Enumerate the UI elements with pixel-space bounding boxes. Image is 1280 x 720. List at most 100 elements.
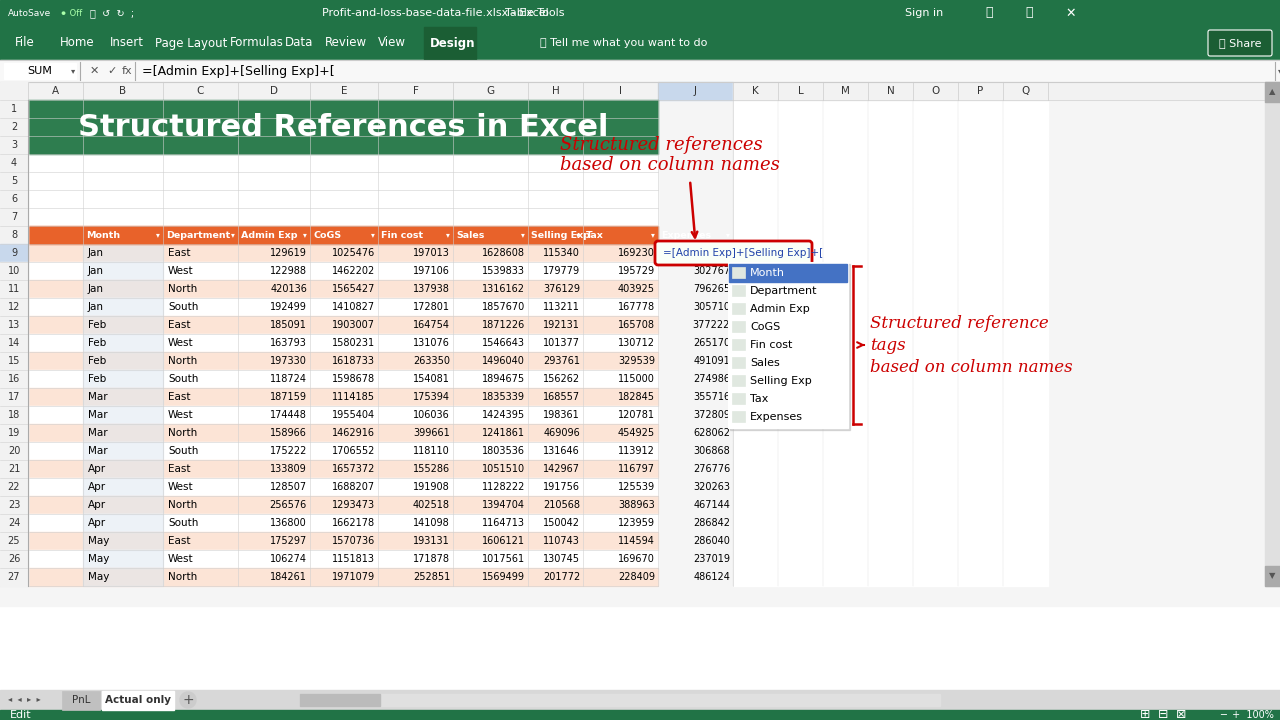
Bar: [913, 568, 957, 586]
Bar: [913, 100, 957, 118]
Bar: [83, 532, 163, 550]
Text: 1835339: 1835339: [483, 392, 525, 402]
Text: Selling Exp: Selling Exp: [531, 230, 590, 240]
Text: 21: 21: [8, 464, 20, 474]
Text: ▾: ▾: [303, 230, 307, 240]
Text: Insert: Insert: [110, 37, 143, 50]
Text: Mar: Mar: [88, 410, 108, 420]
Bar: [913, 82, 957, 100]
Text: 302767: 302767: [692, 266, 730, 276]
Bar: [1004, 208, 1048, 226]
Bar: [28, 190, 658, 208]
Bar: [913, 514, 957, 532]
Text: Apr: Apr: [88, 482, 106, 492]
Bar: [778, 82, 823, 100]
Text: Mar: Mar: [88, 392, 108, 402]
Bar: [823, 496, 868, 514]
Text: South: South: [168, 518, 198, 528]
Text: 187159: 187159: [270, 392, 307, 402]
Text: 1857670: 1857670: [481, 302, 525, 312]
Bar: [778, 262, 823, 280]
Text: Feb: Feb: [88, 356, 106, 366]
Text: 1688207: 1688207: [332, 482, 375, 492]
Bar: [0, 82, 28, 100]
Bar: [1004, 316, 1048, 334]
Text: 197013: 197013: [413, 248, 451, 258]
Text: 293761: 293761: [543, 356, 580, 366]
Text: =[Admin Exp]+[Selling Exp]+[: =[Admin Exp]+[Selling Exp]+[: [663, 248, 823, 258]
Bar: [732, 375, 745, 386]
Bar: [300, 694, 940, 706]
Text: J: J: [694, 86, 698, 96]
Text: 1017561: 1017561: [481, 554, 525, 564]
Bar: [28, 154, 658, 172]
Bar: [957, 514, 1004, 532]
Text: SUM: SUM: [28, 66, 52, 76]
Text: ▾: ▾: [1277, 66, 1280, 76]
Text: 172801: 172801: [413, 302, 451, 312]
Text: 469096: 469096: [543, 428, 580, 438]
Bar: [0, 406, 28, 424]
Text: 256576: 256576: [270, 500, 307, 510]
Bar: [582, 82, 658, 100]
Text: 237019: 237019: [692, 554, 730, 564]
Bar: [83, 424, 163, 442]
Bar: [83, 298, 163, 316]
Text: 192131: 192131: [543, 320, 580, 330]
Text: ▾: ▾: [230, 230, 234, 240]
Text: West: West: [168, 482, 193, 492]
Bar: [823, 514, 868, 532]
Bar: [0, 100, 1280, 606]
Text: 228409: 228409: [618, 572, 655, 582]
Bar: [657, 243, 812, 263]
Text: 10: 10: [8, 266, 20, 276]
Text: Mar: Mar: [88, 446, 108, 456]
Text: 3: 3: [12, 140, 17, 150]
Text: ▾: ▾: [726, 230, 730, 240]
Bar: [83, 496, 163, 514]
Bar: [868, 262, 913, 280]
Bar: [913, 478, 957, 496]
Text: West: West: [168, 554, 193, 564]
Text: 355716: 355716: [692, 392, 730, 402]
Text: 114594: 114594: [618, 536, 655, 546]
Bar: [823, 406, 868, 424]
Bar: [0, 26, 1280, 60]
Bar: [868, 280, 913, 298]
Bar: [823, 532, 868, 550]
Bar: [778, 244, 823, 262]
Bar: [913, 136, 957, 154]
Bar: [868, 100, 913, 118]
Bar: [1004, 442, 1048, 460]
Text: ✕: ✕: [90, 66, 100, 76]
Text: O: O: [932, 86, 940, 96]
Text: Structured reference: Structured reference: [870, 315, 1048, 331]
Bar: [83, 316, 163, 334]
Bar: [1004, 406, 1048, 424]
Bar: [778, 280, 823, 298]
Text: 115000: 115000: [618, 374, 655, 384]
Bar: [868, 334, 913, 352]
Bar: [957, 316, 1004, 334]
Bar: [733, 550, 778, 568]
Bar: [913, 550, 957, 568]
Text: Sign in: Sign in: [905, 8, 943, 18]
Text: 120781: 120781: [618, 410, 655, 420]
Bar: [28, 208, 658, 226]
Bar: [868, 496, 913, 514]
Text: 201772: 201772: [543, 572, 580, 582]
Text: ✕: ✕: [1065, 6, 1075, 19]
Bar: [0, 118, 28, 136]
Text: 6: 6: [12, 194, 17, 204]
Text: 1424395: 1424395: [481, 410, 525, 420]
Bar: [868, 442, 913, 460]
Text: Jan: Jan: [88, 302, 104, 312]
Bar: [0, 262, 28, 280]
Bar: [28, 298, 658, 316]
Bar: [913, 298, 957, 316]
Bar: [28, 280, 658, 298]
Text: 1803536: 1803536: [483, 446, 525, 456]
Text: 276776: 276776: [692, 464, 730, 474]
Text: L: L: [797, 86, 804, 96]
Bar: [913, 388, 957, 406]
